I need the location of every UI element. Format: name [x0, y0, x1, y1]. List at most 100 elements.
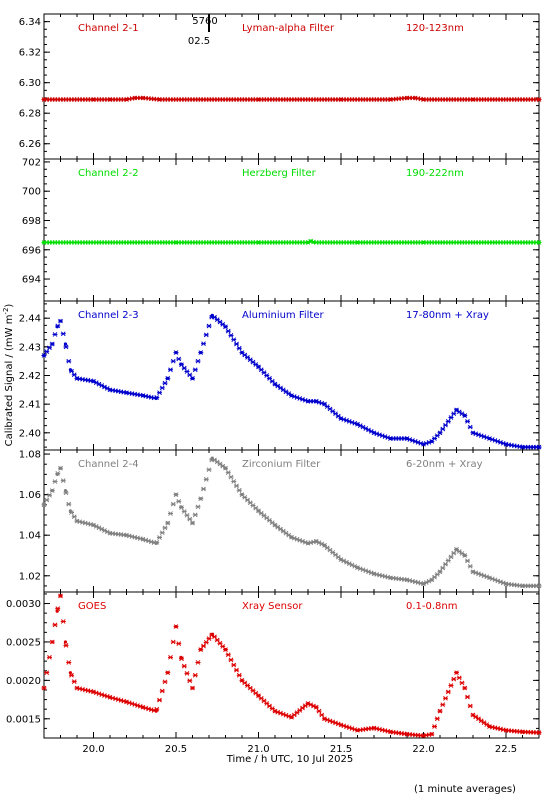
series-marker-goes — [168, 654, 173, 660]
series-channel-2-3 — [41, 313, 542, 450]
y-axis-title: Calibrated Signal / (mW m-2) — [2, 304, 15, 447]
series-marker-channel-2-4 — [467, 563, 473, 569]
series-marker-channel-2-4 — [157, 535, 162, 540]
panel-label-channel-2-1-1: Lyman-alpha Filter — [242, 23, 335, 34]
series-marker-channel-2-3 — [445, 418, 451, 424]
panel-label-channel-2-3-2: 17-80nm + Xray — [406, 310, 489, 321]
panel-label-channel-2-1-2: 120-123nm — [406, 23, 464, 34]
series-marker-goes — [220, 644, 226, 649]
series-marker-goes — [217, 640, 223, 646]
series-marker-channel-2-4 — [443, 561, 448, 567]
series-marker-goes — [448, 683, 454, 688]
series-marker-goes — [437, 708, 443, 714]
panel-label-channel-2-3-1: Aluminium Filter — [242, 310, 325, 321]
series-marker-channel-2-1 — [536, 97, 542, 102]
series-marker-channel-2-3 — [66, 358, 72, 364]
series-marker-channel-2-4 — [179, 505, 184, 510]
series-marker-channel-2-3 — [462, 413, 468, 418]
series-marker-channel-2-4 — [66, 501, 72, 507]
series-marker-goes — [313, 704, 319, 710]
series-marker-goes — [473, 714, 479, 720]
panels-group: 6.26 6.28 6.30 6.32 6.34 Channel 2-1 Lyman-alp… — [6, 13, 542, 755]
x-tick-label: 20.0 — [82, 744, 104, 755]
series-marker-channel-2-4 — [181, 509, 187, 514]
series-marker-channel-2-3 — [278, 385, 283, 391]
series-marker-goes — [187, 678, 193, 684]
series-marker-goes — [203, 639, 209, 645]
y-tick-label-channel-2-2: 698 — [22, 216, 41, 227]
series-marker-channel-2-4 — [165, 520, 171, 526]
series-marker-channel-2-4 — [465, 558, 470, 564]
series-marker-goes — [440, 702, 446, 708]
series-marker-channel-2-3 — [280, 387, 286, 393]
series-marker-goes — [476, 716, 481, 722]
series-marker-goes — [478, 718, 484, 724]
series-marker-channel-2-3 — [181, 365, 187, 371]
series-marker-channel-2-4 — [278, 526, 283, 532]
series-marker-goes — [55, 606, 61, 612]
series-marker-channel-2-3 — [168, 367, 173, 373]
series-marker-goes — [44, 670, 50, 676]
series-marker-channel-2-3 — [223, 324, 228, 330]
series-marker-goes — [179, 656, 184, 662]
series-marker-goes — [69, 672, 74, 678]
series-marker-channel-2-3 — [173, 350, 179, 355]
y-tick-label-channel-2-1: 6.28 — [19, 109, 41, 120]
series-marker-channel-2-3 — [157, 390, 162, 396]
series-marker-channel-2-3 — [192, 367, 198, 373]
series-marker-channel-2-4 — [225, 470, 231, 476]
panel-label-channel-2-2-0: Channel 2-2 — [78, 168, 139, 179]
series-marker-goes — [41, 685, 47, 691]
series-marker-channel-2-4 — [454, 547, 459, 552]
x-tick-label: 22.5 — [495, 744, 517, 755]
series-marker-goes — [184, 671, 190, 676]
series-marker-goes — [206, 636, 212, 642]
series-marker-channel-2-3 — [60, 331, 66, 337]
series-marker-goes — [181, 663, 187, 669]
series-marker-goes — [157, 697, 162, 703]
series-marker-channel-2-3 — [459, 411, 465, 417]
series-marker-channel-2-4 — [176, 499, 182, 504]
series-marker-channel-2-4 — [159, 530, 165, 536]
series-marker-channel-2-3 — [236, 345, 242, 351]
series-marker-channel-2-4 — [280, 528, 286, 534]
y-tick-label-channel-2-4: 1.06 — [19, 490, 41, 501]
x-tick-label: 21.0 — [247, 744, 269, 755]
series-marker-goes — [456, 675, 462, 681]
y-tick-label-goes: 0.0015 — [6, 714, 41, 725]
series-marker-channel-2-3 — [201, 341, 206, 347]
series-marker-channel-2-4 — [47, 492, 52, 498]
series-marker-goes — [201, 643, 206, 649]
y-axis-title-superscript: -2 — [2, 308, 10, 315]
y-tick-label-channel-2-2: 696 — [22, 245, 41, 256]
series-marker-goes — [170, 639, 176, 645]
series-marker-channel-2-3 — [159, 385, 165, 391]
series-marker-channel-2-3 — [225, 328, 231, 334]
series-marker-goes — [71, 679, 77, 685]
series-marker-goes — [443, 695, 448, 701]
y-tick-label-channel-2-3: 2.42 — [19, 371, 41, 382]
series-channel-2-1 — [41, 95, 542, 102]
series-marker-channel-2-4 — [55, 470, 61, 476]
panel-label-goes-2: 0.1-0.8nm — [406, 601, 458, 612]
series-marker-channel-2-4 — [198, 496, 204, 502]
series-marker-channel-2-4 — [69, 510, 74, 515]
series-marker-goes — [432, 724, 437, 729]
y-tick-label-goes: 0.0025 — [6, 637, 41, 648]
series-marker-goes — [214, 637, 220, 643]
series-goes — [41, 593, 542, 739]
series-marker-channel-2-4 — [286, 532, 292, 538]
series-marker-goes — [445, 689, 451, 695]
series-marker-goes — [536, 730, 542, 735]
y-tick-label-channel-2-4: 1.02 — [19, 571, 41, 582]
series-marker-channel-2-3 — [190, 376, 195, 381]
series-marker-channel-2-4 — [192, 512, 198, 518]
series-marker-channel-2-3 — [69, 368, 74, 374]
series-marker-channel-2-3 — [440, 426, 446, 432]
series-marker-channel-2-4 — [44, 497, 50, 503]
series-marker-goes — [49, 639, 55, 645]
series-marker-channel-2-3 — [286, 391, 292, 397]
y-tick-label-channel-2-4: 1.08 — [19, 450, 41, 461]
series-marker-channel-2-3 — [41, 353, 47, 358]
data-point-channel-2-3 — [63, 342, 68, 346]
